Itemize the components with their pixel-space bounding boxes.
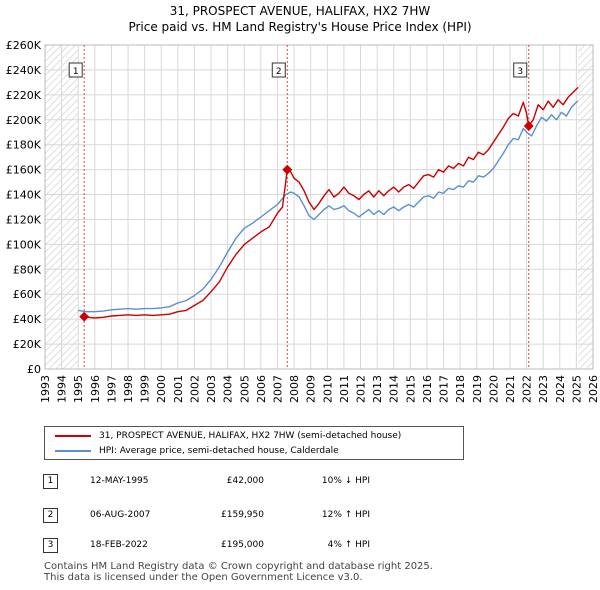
y-tick-label: £0 [27, 363, 41, 376]
sale-row: 2 06-AUG-2007 £159,950 12% ↑ HPI [0, 506, 600, 524]
sale-row: 3 18-FEB-2022 £195,000 4% ↑ HPI [0, 536, 600, 554]
sale-hpi-diff: 10% ↓ HPI [321, 476, 370, 486]
sale-point [282, 164, 293, 175]
x-tick-label: 1994 [56, 375, 69, 403]
x-tick-label: 1998 [122, 375, 135, 403]
x-tick-label: 2018 [454, 375, 467, 403]
x-tick-label: 2020 [487, 375, 500, 403]
sale-hpi-diff: 4% ↑ HPI [327, 540, 370, 550]
x-tick-label: 2024 [554, 375, 567, 403]
x-tick-label: 2009 [305, 375, 318, 403]
x-tick-label: 1997 [105, 375, 118, 403]
sale-label-box [513, 62, 528, 78]
y-tick-label: £260K [6, 39, 42, 52]
x-tick-label: 1996 [89, 375, 102, 403]
y-tick-label: £80K [13, 263, 42, 276]
y-tick-label: £200K [6, 114, 42, 127]
sale-number-badge: 3 [43, 538, 58, 553]
x-tick-label: 2008 [288, 375, 301, 403]
footer-line-copyright: Contains HM Land Registry data © Crown c… [44, 561, 433, 572]
y-tick-label: £20K [13, 338, 42, 351]
property-price-line [84, 86, 579, 319]
x-tick-label: 2026 [587, 375, 600, 403]
x-tick-label: 2005 [238, 375, 251, 403]
sale-number-badge: 2 [43, 508, 58, 523]
x-tick-label: 1993 [39, 375, 52, 403]
footer-line-licence: This data is licensed under the Open Gov… [44, 572, 363, 583]
price-chart: £0 £20K £40K £60K £80K £100K £120K £140K £160K £1… [6, 39, 600, 403]
sale-price: £195,000 [221, 540, 264, 550]
x-tick-label: 2010 [321, 375, 334, 403]
chart-subtitle: Price paid vs. HM Land Registry's House … [128, 20, 472, 34]
sale-date: 18-FEB-2022 [90, 540, 148, 550]
y-tick-label: £140K [6, 189, 42, 202]
sale-number-badge: 1 [43, 474, 58, 489]
sale-price: £42,000 [226, 476, 264, 486]
sale-price: £159,950 [221, 510, 264, 520]
x-tick-label: 1999 [139, 375, 152, 403]
legend-swatch-property [55, 435, 91, 437]
plot-border [44, 44, 594, 370]
sale-label-number: 3 [517, 67, 523, 77]
hpi-line [78, 100, 579, 313]
x-tick-label: 2012 [355, 375, 368, 403]
legend-label-property: 31, PROSPECT AVENUE, HALIFAX, HX2 7HW (s… [99, 431, 402, 441]
sale-label-number: 2 [276, 67, 282, 77]
y-tick-label: £60K [13, 288, 42, 301]
sale-point [523, 121, 534, 131]
x-tick-label: 2014 [388, 375, 401, 403]
y-tick-label: £160K [6, 164, 42, 177]
sale-date: 06-AUG-2007 [90, 510, 151, 520]
y-tick-label: £40K [13, 313, 42, 326]
x-tick-label: 2000 [155, 375, 168, 403]
legend-item-hpi: HPI: Average price, semi-detached house,… [55, 444, 339, 458]
x-tick-label: 2003 [205, 375, 218, 403]
x-tick-label: 2004 [222, 375, 235, 403]
y-tick-label: £180K [6, 139, 42, 152]
x-tick-label: 2021 [504, 375, 517, 403]
footer-attribution: Contains HM Land Registry data © Crown c… [44, 561, 433, 583]
x-tick-label: 2013 [371, 375, 384, 403]
sale-label-box [271, 62, 286, 78]
sale-point [79, 311, 90, 322]
sale-label-box [68, 62, 83, 78]
sale-row: 1 12-MAY-1995 £42,000 10% ↓ HPI [0, 472, 600, 490]
x-tick-label: 2001 [172, 375, 185, 403]
x-tick-label: 2007 [271, 375, 284, 403]
x-tick-label: 1995 [72, 375, 85, 403]
x-tick-label: 2015 [404, 375, 417, 403]
y-tick-label: £100K [6, 238, 42, 251]
y-tick-label: £220K [6, 89, 42, 102]
x-tick-label: 2019 [471, 375, 484, 403]
legend-label-hpi: HPI: Average price, semi-detached house,… [99, 446, 339, 456]
x-tick-label: 2023 [537, 375, 550, 403]
chart-title-address: 31, PROSPECT AVENUE, HALIFAX, HX2 7HW [169, 4, 431, 18]
x-tick-label: 2002 [188, 375, 201, 403]
y-tick-label: £120K [6, 213, 42, 226]
x-tick-label: 2025 [570, 375, 583, 403]
legend-item-property: 31, PROSPECT AVENUE, HALIFAX, HX2 7HW (s… [55, 429, 401, 443]
sale-label-number: 1 [73, 67, 79, 77]
chart-legend: 31, PROSPECT AVENUE, HALIFAX, HX2 7HW (s… [44, 426, 464, 460]
x-tick-label: 2011 [338, 375, 351, 403]
x-tick-label: 2016 [421, 375, 434, 403]
x-tick-label: 2017 [438, 375, 451, 403]
x-tick-label: 2006 [255, 375, 268, 403]
y-tick-label: £240K [6, 64, 42, 77]
sale-hpi-diff: 12% ↑ HPI [321, 510, 370, 520]
legend-swatch-hpi [55, 450, 91, 452]
x-tick-label: 2022 [521, 375, 534, 403]
hatched-region [578, 45, 593, 369]
sale-date: 12-MAY-1995 [90, 476, 149, 486]
